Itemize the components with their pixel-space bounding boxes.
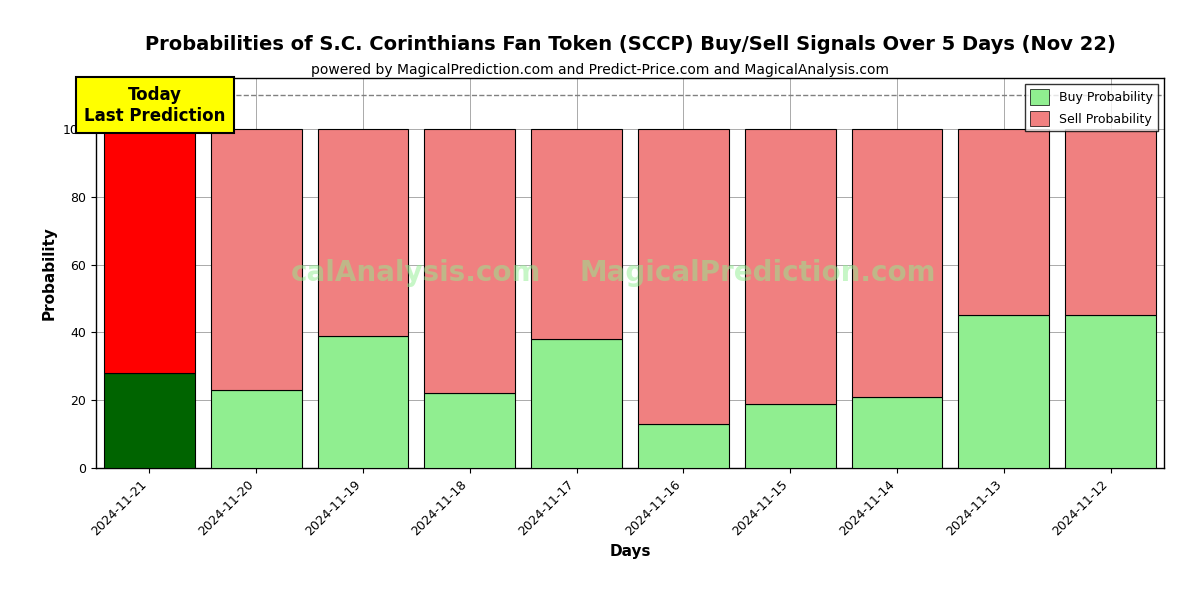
Bar <box>211 129 301 390</box>
Bar <box>1066 129 1156 316</box>
Bar <box>104 373 194 468</box>
Bar <box>532 339 622 468</box>
X-axis label: Days: Days <box>610 544 650 559</box>
Bar <box>745 404 835 468</box>
Text: calAnalysis.com: calAnalysis.com <box>292 259 541 287</box>
Text: Today
Last Prediction: Today Last Prediction <box>84 86 226 125</box>
Bar <box>852 129 942 397</box>
Bar <box>959 316 1049 468</box>
Bar <box>745 129 835 404</box>
Bar <box>638 129 728 424</box>
Bar <box>104 129 194 373</box>
Y-axis label: Probability: Probability <box>42 226 56 320</box>
Bar <box>425 129 515 394</box>
Bar <box>638 424 728 468</box>
Bar <box>425 394 515 468</box>
Bar <box>318 336 408 468</box>
Bar <box>318 129 408 336</box>
Bar <box>852 397 942 468</box>
Text: MagicalPrediction.com: MagicalPrediction.com <box>580 259 936 287</box>
Bar <box>959 129 1049 316</box>
Bar <box>211 390 301 468</box>
Bar <box>1066 316 1156 468</box>
Text: powered by MagicalPrediction.com and Predict-Price.com and MagicalAnalysis.com: powered by MagicalPrediction.com and Pre… <box>311 63 889 77</box>
Legend: Buy Probability, Sell Probability: Buy Probability, Sell Probability <box>1025 84 1158 131</box>
Title: Probabilities of S.C. Corinthians Fan Token (SCCP) Buy/Sell Signals Over 5 Days : Probabilities of S.C. Corinthians Fan To… <box>144 35 1116 54</box>
Bar <box>532 129 622 339</box>
